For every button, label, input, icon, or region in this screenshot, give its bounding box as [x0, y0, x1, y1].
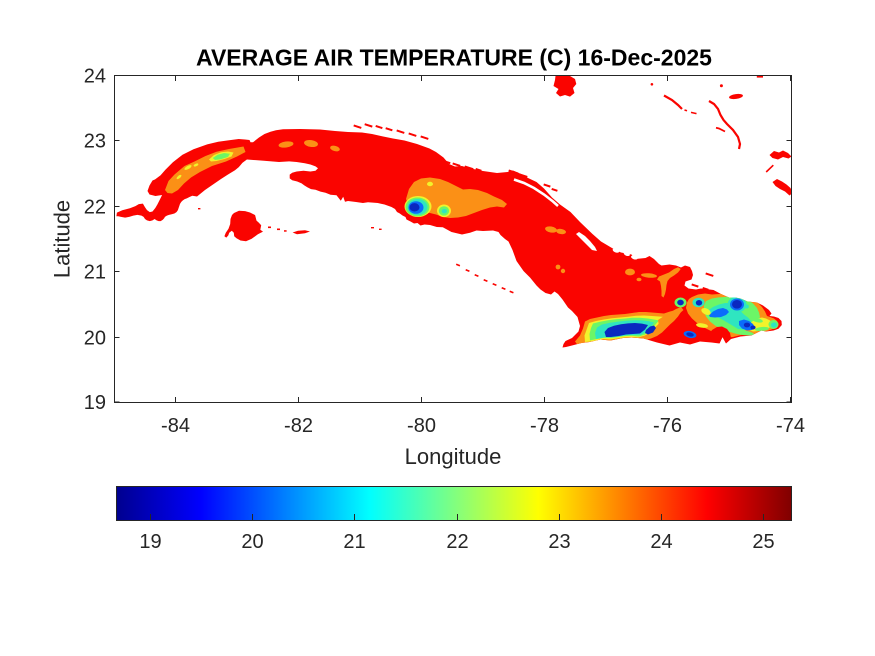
svg-text:-80: -80 [407, 415, 436, 437]
svg-text:22: 22 [84, 197, 106, 219]
svg-text:-74: -74 [776, 415, 805, 437]
svg-text:-82: -82 [284, 415, 313, 437]
svg-text:20: 20 [241, 531, 263, 553]
svg-text:23: 23 [548, 531, 570, 553]
svg-text:19: 19 [84, 392, 106, 414]
svg-text:-84: -84 [161, 415, 190, 437]
svg-text:22: 22 [446, 531, 468, 553]
svg-text:Longitude: Longitude [405, 444, 502, 469]
svg-text:20: 20 [84, 328, 106, 350]
svg-text:-76: -76 [653, 415, 682, 437]
svg-text:24: 24 [650, 531, 672, 553]
svg-text:21: 21 [84, 262, 106, 284]
svg-text:Latitude: Latitude [50, 200, 75, 278]
svg-text:24: 24 [84, 66, 106, 88]
svg-text:21: 21 [343, 531, 365, 553]
svg-text:23: 23 [84, 131, 106, 153]
svg-text:25: 25 [752, 531, 774, 553]
svg-text:19: 19 [139, 531, 161, 553]
svg-text:AVERAGE AIR TEMPERATURE (C) 16: AVERAGE AIR TEMPERATURE (C) 16-Dec-2025 [196, 45, 712, 71]
svg-text:-78: -78 [530, 415, 559, 437]
